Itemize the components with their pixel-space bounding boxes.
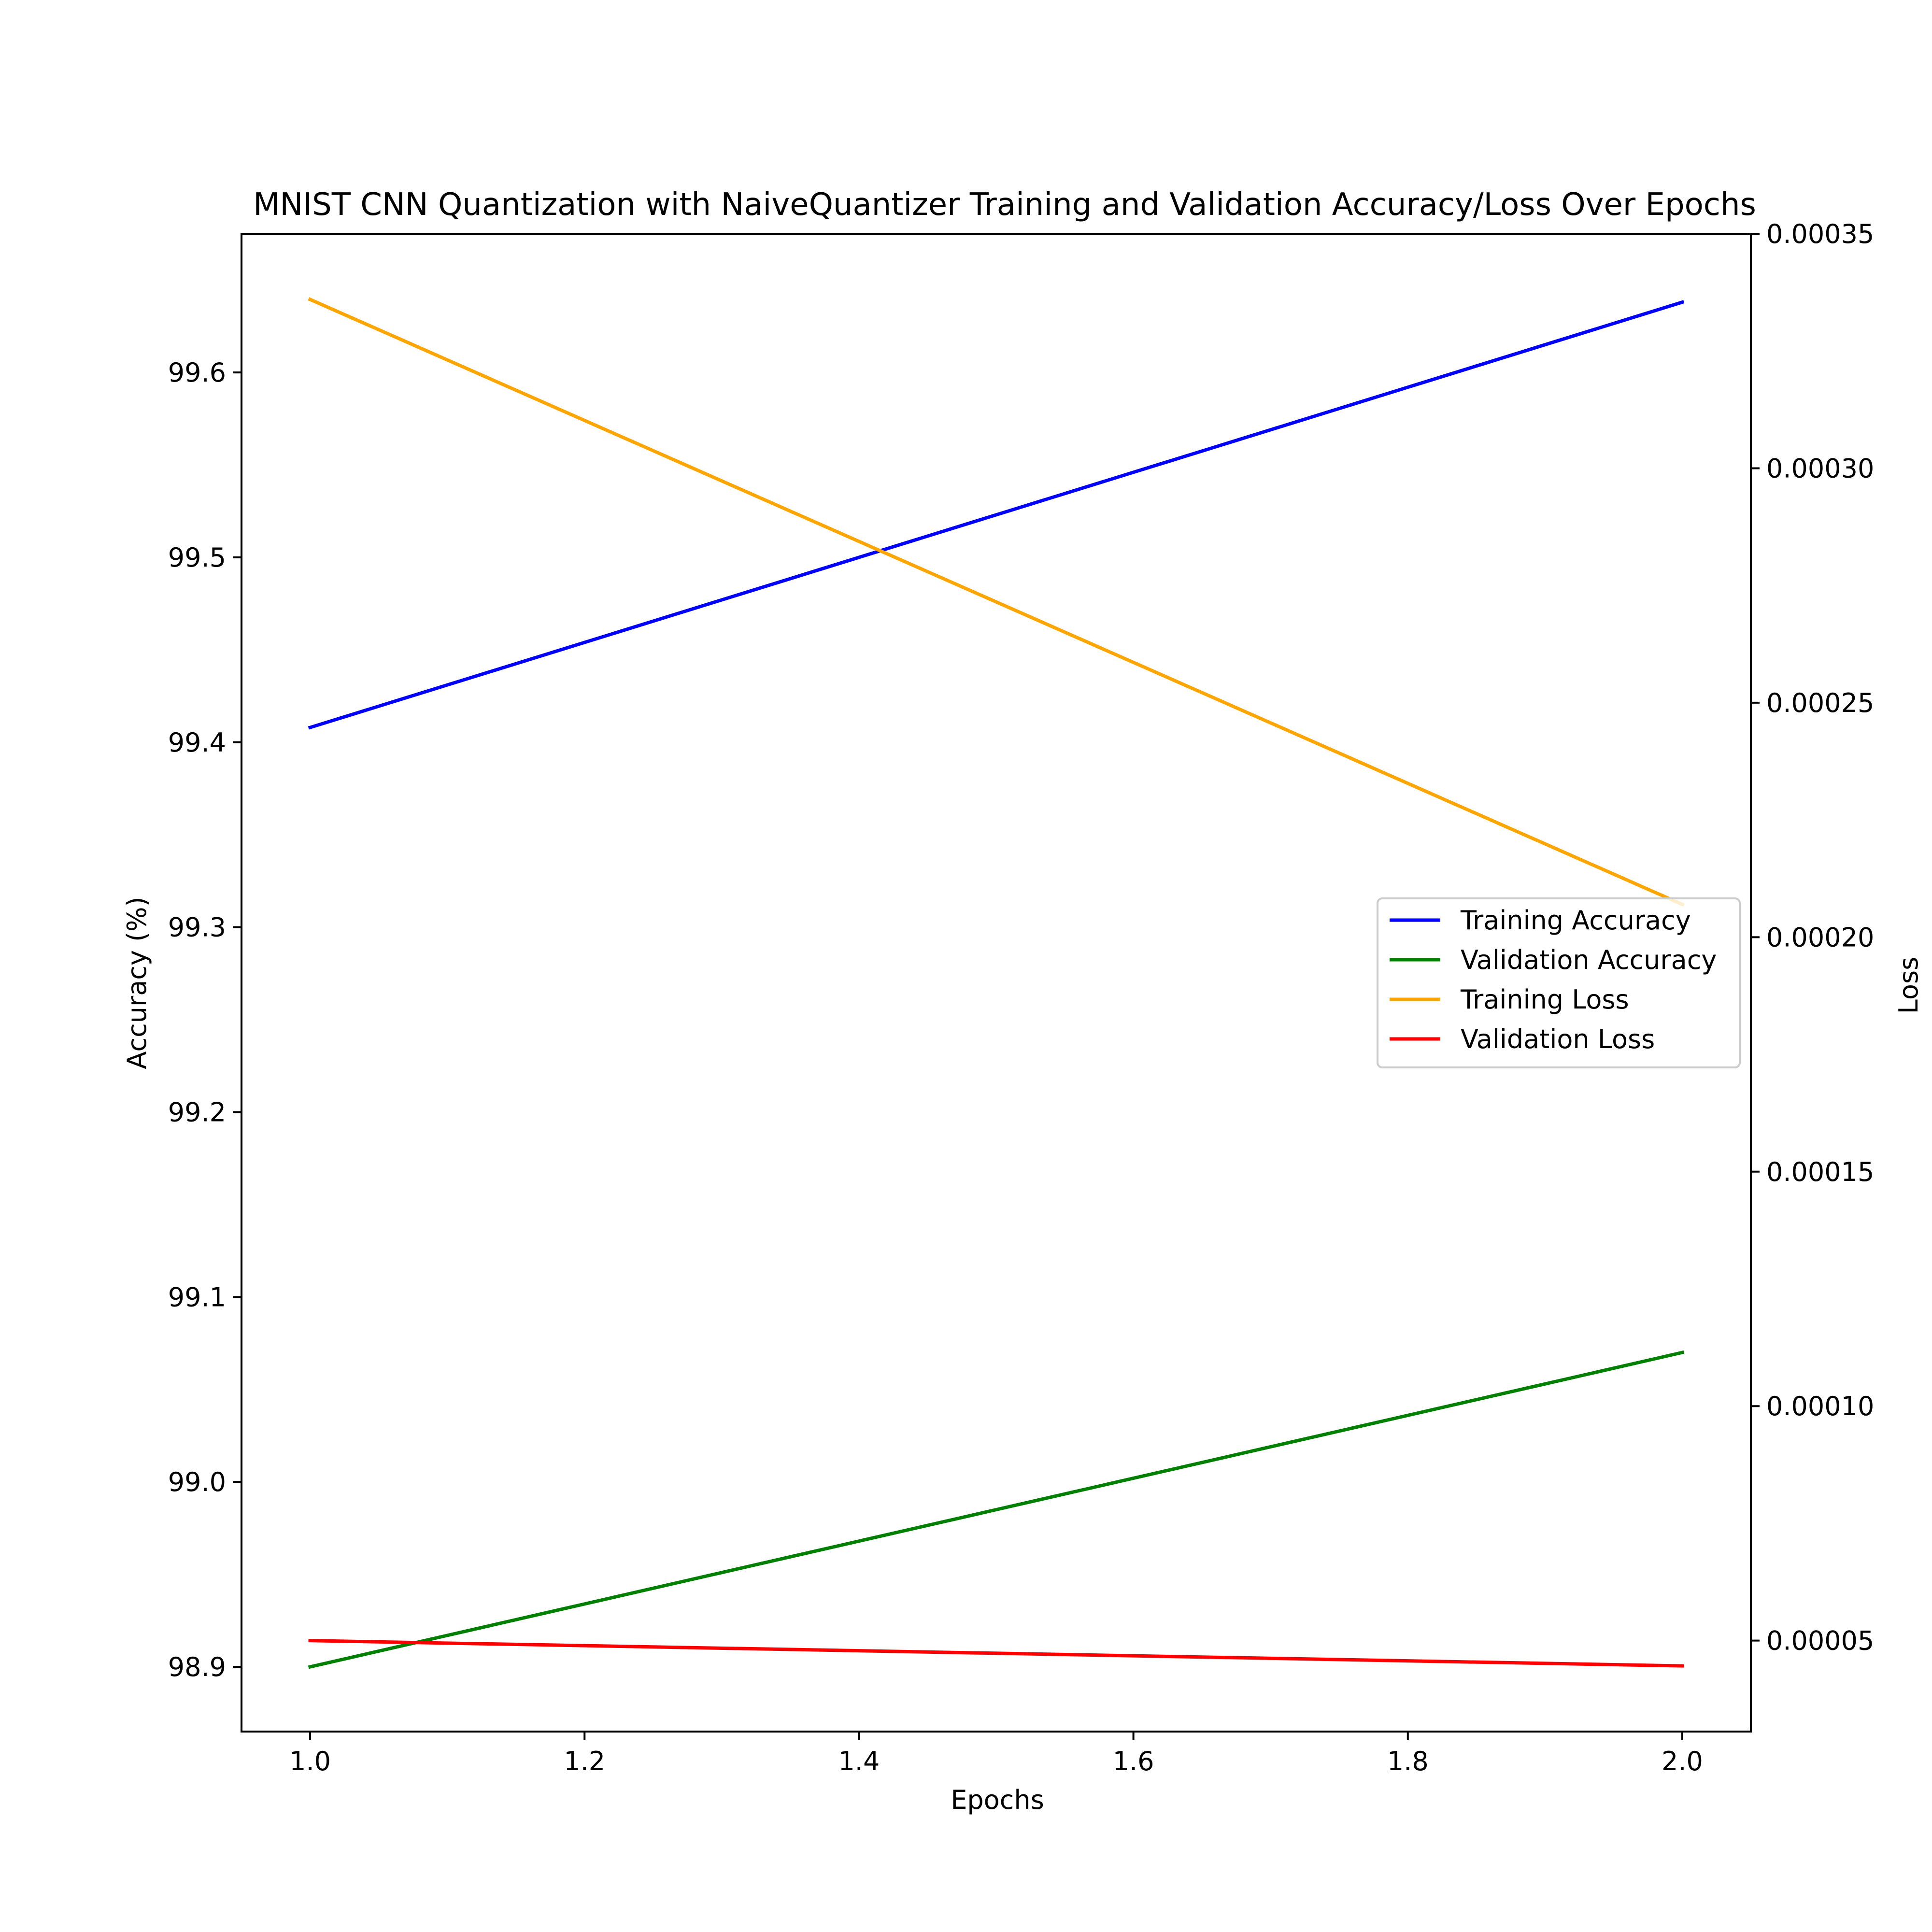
y-right-tick-label: 0.00035	[1766, 219, 1874, 249]
series-line-validation-loss	[308, 1639, 1684, 1668]
y-left-tick-label: 99.5	[168, 542, 226, 573]
y-axis-left-label: Accuracy (%)	[122, 896, 152, 1069]
y-left-tick-label: 99.3	[168, 912, 226, 943]
y-left-tick-label: 99.6	[168, 357, 226, 388]
x-tick-label: 2.0	[1662, 1746, 1703, 1776]
x-axis-label: Epochs	[951, 1785, 1044, 1815]
y-right-tick-label: 0.00020	[1766, 922, 1874, 952]
legend: Training Accuracy Validation Accuracy Trai…	[1377, 897, 1741, 1068]
y-right-tick-label: 0.00005	[1766, 1626, 1874, 1656]
y-right-tick-label: 0.00030	[1766, 453, 1874, 483]
series-line-training-loss	[308, 297, 1685, 907]
x-axis: 1.0 1.2 1.4 1.6 1.8 2.0	[289, 1732, 1703, 1776]
y-left-tick-label: 99.2	[168, 1097, 226, 1127]
series-line-training-accuracy	[308, 300, 1685, 730]
y-axis-left: 98.9 99.0 99.1 99.2 99.3 99.4 99.5 99.6	[168, 357, 242, 1682]
legend-label: Validation Loss	[1461, 1024, 1655, 1054]
plot-frame	[241, 233, 1752, 1733]
x-tick-label: 1.8	[1387, 1746, 1429, 1776]
x-tick-label: 1.4	[838, 1746, 880, 1776]
y-left-tick-label: 99.0	[168, 1467, 226, 1497]
x-tick-label: 1.0	[289, 1746, 331, 1776]
series-layer	[308, 297, 1685, 1669]
y-right-tick-label: 0.00010	[1766, 1391, 1874, 1421]
y-right-tick-label: 0.00015	[1766, 1157, 1874, 1187]
y-right-tick-label: 0.00025	[1766, 688, 1874, 718]
x-tick-label: 1.2	[564, 1746, 605, 1776]
legend-label: Training Accuracy	[1460, 905, 1691, 936]
y-left-tick-label: 98.9	[168, 1652, 226, 1682]
legend-box	[1377, 897, 1741, 1068]
y-axis-right: 0.00005 0.00010 0.00015 0.00020 0.00025 0.000…	[1751, 219, 1874, 1656]
y-axis-right-label: Loss	[1893, 957, 1924, 1014]
series-line-validation-accuracy	[308, 1350, 1685, 1669]
chart-title: MNIST CNN Quantization with NaiveQuantiz…	[253, 187, 1756, 223]
y-left-tick-label: 99.4	[168, 727, 226, 758]
legend-label: Training Loss	[1460, 984, 1629, 1015]
legend-label: Validation Accuracy	[1461, 945, 1717, 975]
y-left-tick-label: 99.1	[168, 1282, 226, 1312]
x-tick-label: 1.6	[1113, 1746, 1154, 1776]
